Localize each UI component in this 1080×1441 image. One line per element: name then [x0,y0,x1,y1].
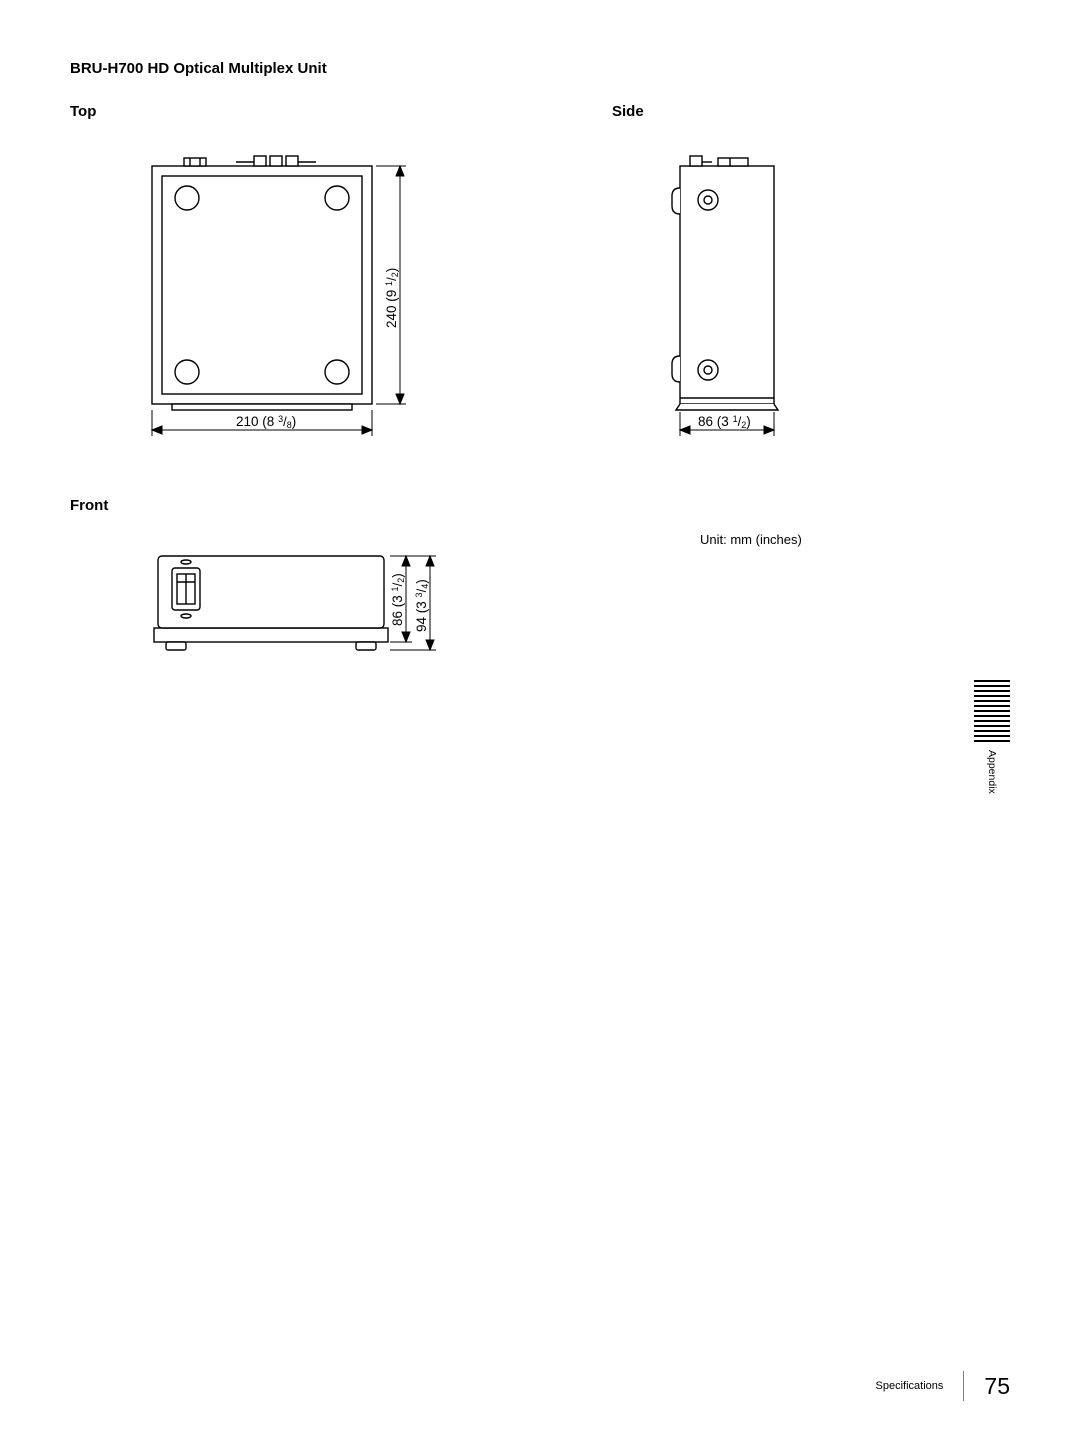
unit-note: Unit: mm (inches) [700,532,802,547]
tab-stripes-icon [974,680,1010,742]
view-label-side: Side [612,103,822,120]
side-view-diagram: 86 (3 1/2) [652,148,822,453]
front-view-diagram: 86 (3 1/2) 94 (3 3/4) [144,542,1010,677]
svg-text:240 (9 1/2): 240 (9 1/2) [384,268,400,328]
svg-text:86 (3 1/2): 86 (3 1/2) [390,573,406,626]
footer-section: Specifications [876,1380,944,1392]
view-label-top: Top [70,103,462,120]
top-width-mm: 210 [236,414,259,429]
product-title: BRU-H700 HD Optical Multiplex Unit [70,60,1010,77]
footer-divider [963,1371,964,1401]
svg-text:210 (8 3/8): 210 (8 3/8) [236,414,296,430]
svg-text:86 (3 1/2): 86 (3 1/2) [698,414,751,430]
page-footer: Specifications 75 [876,1371,1010,1401]
top-view-diagram: 210 (8 3/8) 240 (9 1/2) [132,148,462,453]
section-tab: Appendix [974,680,1010,794]
footer-page-number: 75 [984,1373,1010,1400]
tab-label: Appendix [986,750,998,794]
view-label-front: Front [70,497,1010,514]
svg-text:94 (3 3/4): 94 (3 3/4) [414,579,430,632]
